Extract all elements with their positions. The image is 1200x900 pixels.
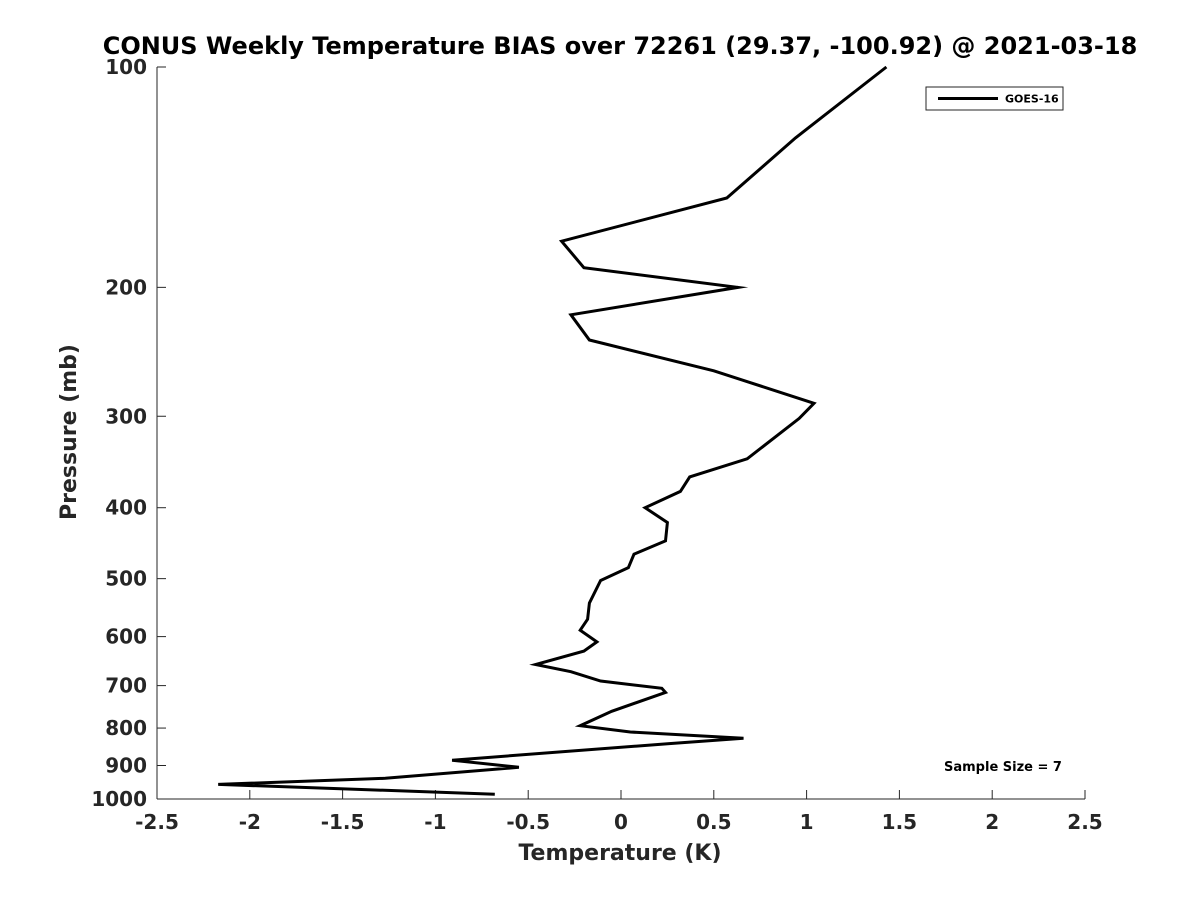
x-axis-label: Temperature (K) <box>518 841 721 866</box>
legend: GOES-16 <box>925 86 1064 111</box>
y-tick-label: 500 <box>105 567 147 591</box>
plot-area: -2.5 -2 -1.5 -1 -0.5 0 0.5 1 1.5 2 2.5 100 200 300 40… <box>91 55 1102 834</box>
y-tick-label: 300 <box>105 404 147 428</box>
x-tick-label: 0 <box>614 810 628 834</box>
sample-size-annotation: Sample Size = 7 <box>944 760 1062 775</box>
y-tick-label: 600 <box>105 625 147 649</box>
x-tick-label: 1.5 <box>882 810 917 834</box>
x-tick-label: -2.5 <box>135 810 179 834</box>
x-tick-label: 0.5 <box>696 810 731 834</box>
x-tick-label: -1.5 <box>321 810 365 834</box>
series-layer <box>218 65 888 796</box>
y-axis-ticks: 100 200 300 400 500 600 700 800 900 1000 <box>91 55 166 811</box>
series-line-goes16 <box>218 65 888 796</box>
x-tick-label: 2 <box>985 810 999 834</box>
y-tick-label: 900 <box>105 754 147 778</box>
x-tick-label: 1 <box>800 810 814 834</box>
y-tick-label: 700 <box>105 674 147 698</box>
x-axis-ticks: -2.5 -2 -1.5 -1 -0.5 0 0.5 1 1.5 2 2.5 <box>135 790 1103 834</box>
x-tick-label: -2 <box>239 810 261 834</box>
axes-background <box>157 67 1085 799</box>
legend-label-goes16: GOES-16 <box>1005 93 1059 106</box>
chart-title: CONUS Weekly Temperature BIAS over 72261… <box>103 32 1138 60</box>
x-tick-label: -0.5 <box>506 810 550 834</box>
y-axis-label: Pressure (mb) <box>57 344 82 520</box>
y-tick-label: 400 <box>105 496 147 520</box>
y-tick-label: 1000 <box>91 787 147 811</box>
y-tick-label: 200 <box>105 275 147 299</box>
y-tick-label: 100 <box>105 55 147 79</box>
y-tick-label: 800 <box>105 716 147 740</box>
x-tick-label: -1 <box>424 810 446 834</box>
x-tick-label: 2.5 <box>1067 810 1102 834</box>
